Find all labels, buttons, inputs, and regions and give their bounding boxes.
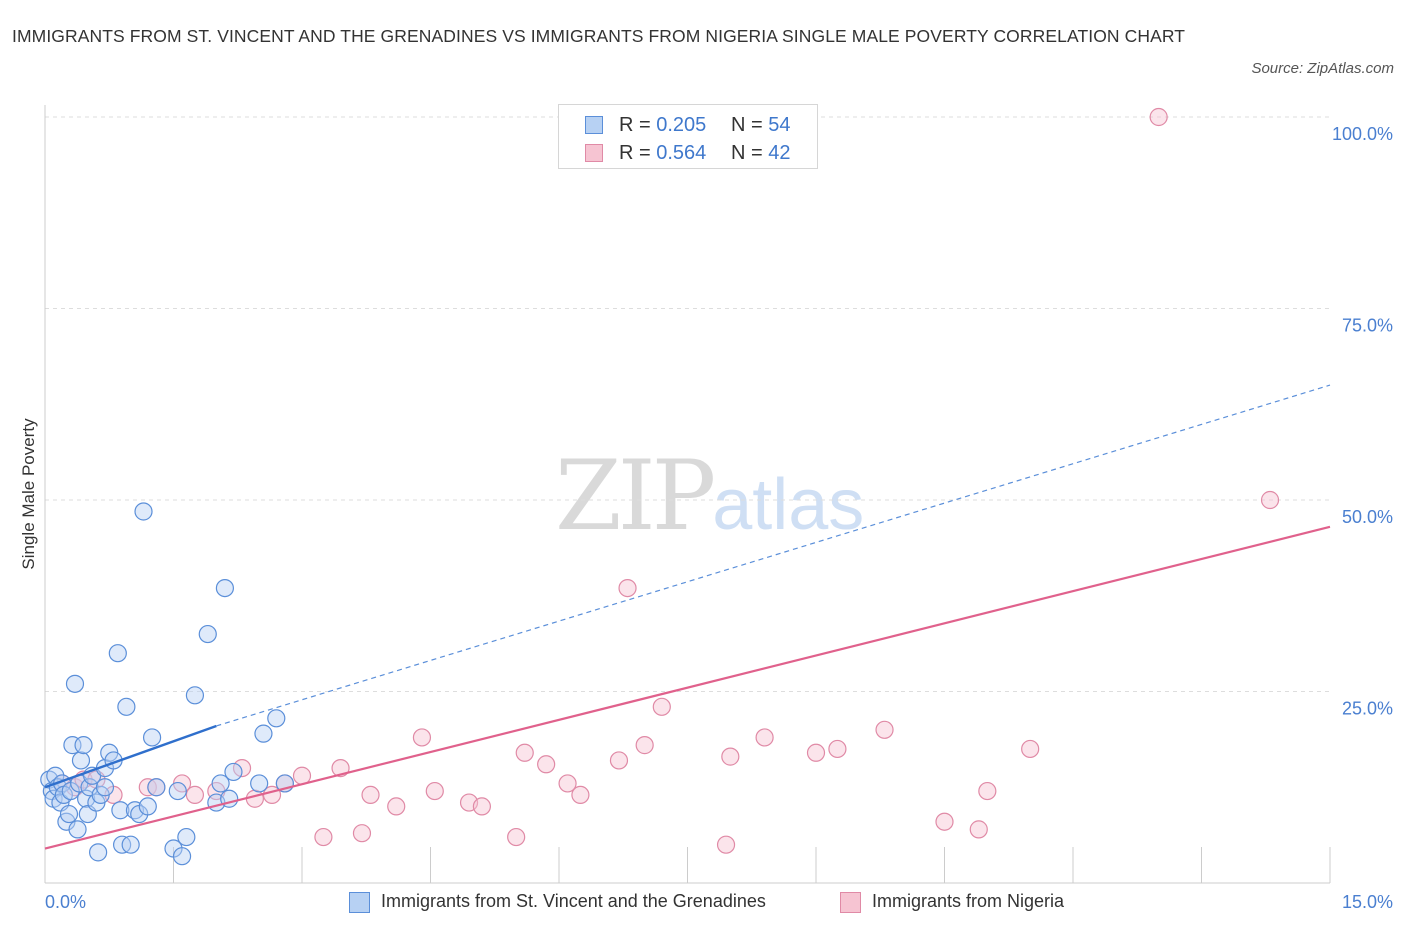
legend-r-label: R = 0.205 xyxy=(619,114,707,136)
legend-swatch-pink xyxy=(585,144,603,162)
data-point-vincent xyxy=(117,697,136,716)
data-point-nigeria xyxy=(935,812,954,831)
data-point-vincent xyxy=(250,774,269,793)
data-point-nigeria xyxy=(1021,739,1040,759)
data-point-nigeria xyxy=(755,728,774,747)
legend-swatch-blue xyxy=(585,116,603,134)
data-point-nigeria xyxy=(425,781,444,801)
data-point-vincent xyxy=(134,502,153,521)
data-point-vincent xyxy=(121,835,140,854)
trend-line-vincent xyxy=(44,724,217,789)
data-point-vincent xyxy=(95,778,115,797)
data-point-nigeria xyxy=(618,578,637,598)
data-point-nigeria xyxy=(806,743,826,762)
data-point-nigeria xyxy=(245,789,264,808)
legend-r-value: 0.564 xyxy=(656,142,707,164)
data-point-vincent xyxy=(168,781,187,801)
watermark-zip: ZIP xyxy=(555,440,716,552)
data-point-vincent xyxy=(211,774,230,793)
data-point-nigeria xyxy=(515,743,534,762)
legend-n-value: 42 xyxy=(768,142,791,164)
y-axis-label: Single Male Poverty xyxy=(19,418,38,570)
data-point-vincent xyxy=(185,686,205,705)
data-point-nigeria xyxy=(472,797,491,816)
data-point-vincent xyxy=(224,762,243,782)
data-point-vincent xyxy=(111,801,130,820)
data-point-nigeria xyxy=(352,824,372,843)
data-point-vincent xyxy=(89,843,108,862)
y-tick-label: 50.0% xyxy=(1342,507,1393,527)
data-point-vincent xyxy=(177,827,196,847)
data-point-nigeria xyxy=(609,751,629,770)
data-point-vincent xyxy=(172,847,192,866)
data-point-nigeria xyxy=(652,697,671,716)
legend-label: Immigrants from Nigeria xyxy=(872,891,1065,911)
trend-line-extension-vincent xyxy=(216,384,1331,727)
data-point-nigeria xyxy=(412,728,432,747)
legend-n-value: 54 xyxy=(768,114,791,136)
data-point-nigeria xyxy=(635,736,654,755)
data-point-nigeria xyxy=(185,785,205,805)
data-point-vincent xyxy=(65,674,85,693)
data-point-nigeria xyxy=(828,739,847,759)
data-point-nigeria xyxy=(537,755,556,774)
data-point-nigeria xyxy=(232,758,252,778)
data-point-vincent xyxy=(138,797,157,816)
legend-n-label: N = 42 xyxy=(731,142,791,164)
data-point-nigeria xyxy=(969,820,988,839)
legend-label: Immigrants from St. Vincent and the Gren… xyxy=(381,891,766,911)
correlation-legend: R = 0.205 N = 54 R = 0.564 N = 42 xyxy=(558,104,818,169)
data-point-vincent xyxy=(77,789,96,808)
data-point-nigeria xyxy=(361,785,380,805)
data-point-nigeria xyxy=(875,720,894,739)
data-point-nigeria xyxy=(507,827,526,847)
chart-title: IMMIGRANTS FROM ST. VINCENT AND THE GREN… xyxy=(12,26,1186,46)
data-point-vincent xyxy=(142,728,162,747)
legend-r-label: R = 0.564 xyxy=(619,142,707,164)
legend-r-value: 0.205 xyxy=(656,114,707,136)
data-point-nigeria xyxy=(314,827,333,847)
x-tick-label: 0.0% xyxy=(45,892,86,912)
data-point-vincent xyxy=(147,778,166,797)
data-point-nigeria xyxy=(716,835,736,854)
watermark: ZIPatlas xyxy=(555,440,864,552)
data-point-vincent xyxy=(215,578,234,598)
data-point-vincent xyxy=(108,644,127,663)
legend-swatch-blue xyxy=(349,892,370,913)
y-tick-label: 25.0% xyxy=(1342,699,1393,719)
watermark-atlas: atlas xyxy=(712,465,865,545)
data-point-vincent xyxy=(74,736,93,755)
legend-swatch-pink xyxy=(840,892,861,913)
data-point-nigeria xyxy=(558,774,577,793)
x-tick-label: 15.0% xyxy=(1342,892,1393,912)
trend-line-nigeria xyxy=(44,525,1331,850)
y-tick-label: 100.0% xyxy=(1332,124,1393,144)
data-point-nigeria xyxy=(721,747,740,766)
data-point-vincent xyxy=(59,804,79,824)
data-point-vincent xyxy=(198,624,217,644)
data-point-vincent xyxy=(267,709,286,728)
y-tick-label: 75.0% xyxy=(1342,316,1393,336)
data-point-nigeria xyxy=(571,785,590,805)
data-point-nigeria xyxy=(1260,490,1280,510)
data-point-nigeria xyxy=(1149,107,1168,127)
data-point-vincent xyxy=(254,724,273,743)
source-credit: Source: ZipAtlas.com xyxy=(1251,60,1394,77)
data-point-vincent xyxy=(68,820,87,839)
data-point-nigeria xyxy=(978,781,997,801)
data-point-vincent xyxy=(71,751,91,770)
data-point-nigeria xyxy=(387,797,406,816)
legend-n-label: N = 54 xyxy=(731,114,791,136)
